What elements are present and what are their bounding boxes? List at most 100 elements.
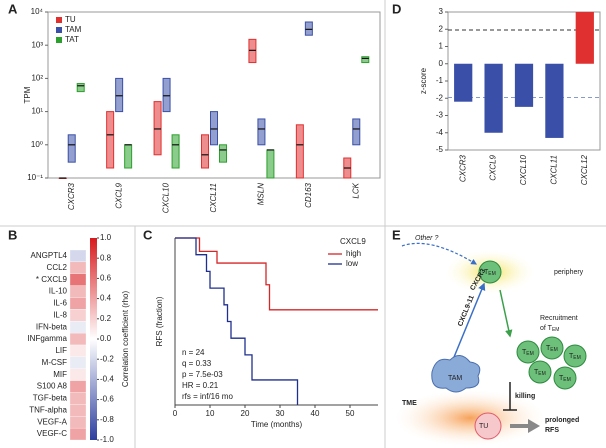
em: EM xyxy=(552,327,560,333)
colorbar-tick-label: -0.4 xyxy=(100,375,114,384)
row-label: TNF-alpha xyxy=(29,405,67,414)
heat-cell xyxy=(69,368,87,381)
y-tick-label: 10² xyxy=(31,74,43,83)
killing: killing xyxy=(515,393,535,400)
box xyxy=(257,118,266,146)
colorbar-tick-label: -0.8 xyxy=(100,415,114,424)
legend-label: TAT xyxy=(65,35,79,44)
y-tick-label: -3 xyxy=(436,111,444,120)
x-tick-label: CXCL11 xyxy=(209,183,218,213)
t: T xyxy=(534,369,539,376)
colorbar xyxy=(90,238,97,440)
box xyxy=(124,144,133,169)
t-cell-label: TEM xyxy=(484,269,496,277)
y-tick-label: 10⁻¹ xyxy=(27,173,43,182)
survival-line xyxy=(175,237,299,405)
em: EM xyxy=(563,377,571,383)
heat-cell xyxy=(69,309,87,322)
t-cell xyxy=(516,340,540,364)
panel-letter: A xyxy=(8,1,18,16)
em: EM xyxy=(526,351,534,357)
bar xyxy=(545,63,564,138)
box xyxy=(266,149,275,179)
box xyxy=(210,111,218,146)
y-tick-label: 1 xyxy=(439,42,444,51)
panel-letter: C xyxy=(143,227,153,242)
x-tick-label: 0 xyxy=(173,409,178,418)
heat-cell xyxy=(69,261,87,274)
x-tick-label: CXCL12 xyxy=(580,154,589,185)
panel-letter: B xyxy=(8,227,17,242)
box xyxy=(295,124,304,179)
colorbar-tick-label: -0.6 xyxy=(100,395,114,404)
legend-title: CXCL9 xyxy=(340,237,366,246)
box xyxy=(219,144,227,163)
box xyxy=(76,83,85,93)
legend-swatch xyxy=(56,27,62,33)
legend-label: TU xyxy=(65,15,76,24)
t-cell-label: TEM xyxy=(569,353,581,361)
t: T xyxy=(522,349,527,356)
t-cell-label: TEM xyxy=(522,349,534,357)
x-tick-label: CXCR3 xyxy=(67,182,76,210)
panel-letter: E xyxy=(392,227,401,242)
em: EM xyxy=(488,271,496,277)
bar xyxy=(454,63,473,102)
plot-frame xyxy=(47,11,381,179)
heat-cell xyxy=(69,392,87,405)
t-cell xyxy=(528,360,552,384)
row-label: CCL2 xyxy=(47,263,68,272)
bar xyxy=(484,63,503,133)
t-cluster: TEM TEM TEM TEM TEM xyxy=(516,336,587,390)
t: T xyxy=(548,325,553,332)
y-tick-label: -5 xyxy=(436,145,444,154)
outcome-arrow xyxy=(510,419,540,433)
colorbar-tick-label: 1.0 xyxy=(100,233,112,242)
outcome: RFS xyxy=(545,427,559,434)
recruit-arrow xyxy=(451,282,486,363)
box xyxy=(248,38,257,64)
tu: TU xyxy=(479,423,488,430)
tam: TAM xyxy=(448,375,462,382)
heat-cell xyxy=(69,273,87,286)
em: EM xyxy=(550,347,558,353)
heat-cell xyxy=(69,404,87,417)
y-tick-label: 10⁴ xyxy=(31,7,44,16)
y-tick-label: -4 xyxy=(436,128,444,137)
annotation: n = 24 xyxy=(182,348,205,357)
tme-glow xyxy=(395,390,545,446)
t-cell-label: TEM xyxy=(546,345,558,353)
em: EM xyxy=(538,371,546,377)
x-tick-label: 50 xyxy=(346,409,355,418)
tme: TME xyxy=(402,400,417,407)
box xyxy=(352,118,361,146)
box xyxy=(106,111,115,169)
row-label: INFgamma xyxy=(27,334,67,343)
heat-cell xyxy=(69,380,87,393)
colorbar-tick-label: 0.8 xyxy=(100,253,112,262)
green-arrow xyxy=(499,289,513,338)
box xyxy=(304,21,313,36)
of: of xyxy=(540,325,548,332)
dashed-arrow xyxy=(401,242,478,265)
colorbar-tick-label: -1.0 xyxy=(100,435,114,444)
x-tick-label: MSLN xyxy=(257,183,266,205)
box xyxy=(201,134,209,169)
annotation: rfs = inf/16 mo xyxy=(182,392,233,401)
y-tick-label: 10¹ xyxy=(31,107,43,116)
heat-cell xyxy=(69,332,87,346)
box xyxy=(361,56,370,64)
colorbar-tick-label: 0.2 xyxy=(100,314,112,323)
x-tick-label: 40 xyxy=(311,409,320,418)
annotation: q = 0.33 xyxy=(182,359,212,368)
y-axis-label: TPM xyxy=(23,86,32,103)
y-tick-label: -2 xyxy=(436,93,444,102)
legend-label: low xyxy=(346,259,358,268)
annotation: p = 7.5e-03 xyxy=(182,370,223,379)
colorbar-tick-label: 0.6 xyxy=(100,274,112,283)
row-label: IL-6 xyxy=(53,299,67,308)
em: EM xyxy=(573,355,581,361)
recruitment-of: of TEM xyxy=(540,325,559,333)
heat-cell xyxy=(69,344,87,358)
